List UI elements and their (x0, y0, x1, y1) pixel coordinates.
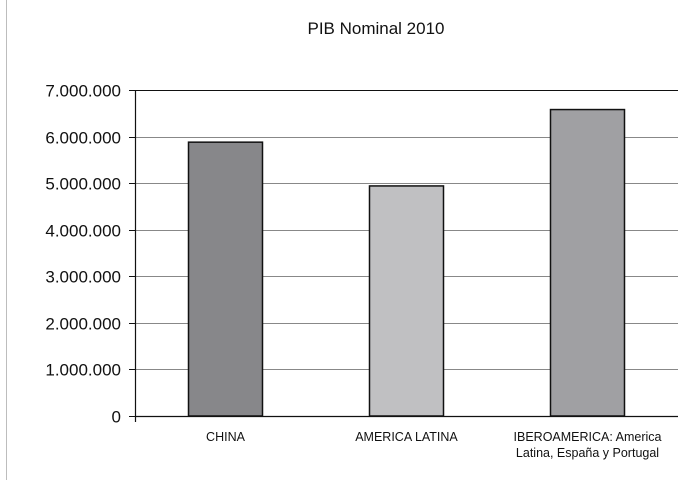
y-tick-label-3: 3.000.000 (45, 268, 121, 287)
y-tick-labels: 0 1.000.000 2.000.000 3.000.000 4.000.000 5.0… (45, 82, 121, 427)
y-tick-label-6: 6.000.000 (45, 129, 121, 148)
bar-2 (549, 108, 626, 417)
y-tick-label-2: 2.000.000 (45, 315, 121, 334)
x-category-label-0: CHINA (206, 430, 246, 444)
bar-0 (187, 141, 264, 417)
x-category-label-0-line-0: CHINA (206, 430, 246, 444)
y-tick-label-1: 1.000.000 (45, 361, 121, 380)
x-category-label-2-line-1: Latina, España y Portugal (516, 446, 659, 460)
left-border-line (6, 0, 7, 480)
x-category-labels: CHINA AMERICA LATINA IBEROAMERICA: America… (206, 430, 661, 460)
x-category-label-1-line-0: AMERICA LATINA (355, 430, 458, 444)
chart-title: PIB Nominal 2010 (307, 19, 444, 38)
y-tick-label-5: 5.000.000 (45, 175, 121, 194)
y-tick-label-4: 4.000.000 (45, 222, 121, 241)
y-tick-label-7: 7.000.000 (45, 82, 121, 101)
axes (129, 90, 678, 422)
bars (187, 108, 626, 417)
bar-1 (368, 185, 445, 417)
y-tick-label-0: 0 (112, 408, 121, 427)
x-category-label-2: IBEROAMERICA: America Latina, España y Po… (514, 430, 662, 460)
x-category-label-2-line-0: IBEROAMERICA: America (514, 430, 662, 444)
x-category-label-1: AMERICA LATINA (355, 430, 458, 444)
